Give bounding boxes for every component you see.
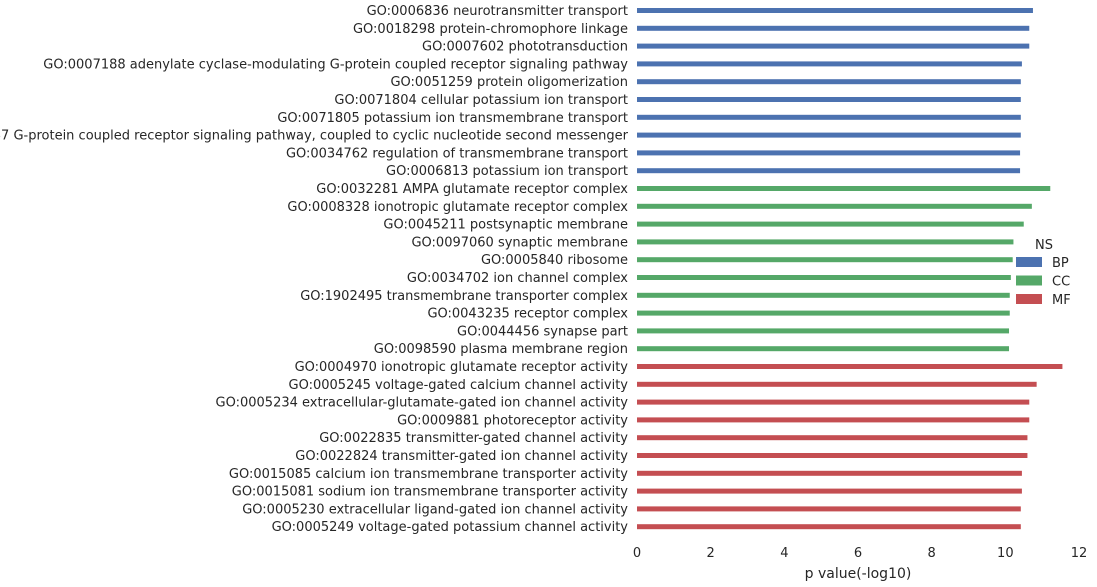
legend-swatch-mf <box>1016 294 1042 304</box>
category-label: GO:0007187 G-protein coupled receptor si… <box>0 129 629 144</box>
bar-bp-8 <box>637 150 1021 156</box>
x-axis-title: p value(-log10) <box>805 566 912 582</box>
bar-cc-6 <box>637 292 1010 298</box>
x-tick-label: 6 <box>854 546 862 561</box>
bar-mf-9 <box>637 524 1021 530</box>
category-label: GO:0005230 extracellular ligand-gated io… <box>242 502 628 517</box>
bar-mf-5 <box>637 453 1028 458</box>
bar-mf-0 <box>637 364 1063 369</box>
bar-cc-1 <box>637 203 1032 209</box>
category-label: GO:0009881 photoreceptor activity <box>397 413 628 428</box>
bar-cc-2 <box>637 221 1024 227</box>
category-label: GO:0005249 voltage-gated potassium chann… <box>272 520 629 535</box>
bar-mf-2 <box>637 399 1030 405</box>
x-tick-label: 0 <box>633 546 641 561</box>
bar-cc-7 <box>637 310 1010 316</box>
category-label: GO:0005234 extracellular-glutamate-gated… <box>216 396 629 411</box>
category-label: GO:0022835 transmitter-gated channel act… <box>319 431 628 446</box>
bar-bp-6 <box>637 114 1021 120</box>
category-label: GO:0044456 synapse part <box>457 324 628 339</box>
x-tick-label: 12 <box>1071 546 1088 561</box>
x-tick-label: 10 <box>997 546 1014 561</box>
category-label: GO:0043235 receptor complex <box>427 307 628 322</box>
category-label: GO:0018298 protein-chromophore linkage <box>353 22 628 37</box>
category-label: GO:0034702 ion channel complex <box>407 271 628 286</box>
bar-bp-3 <box>637 61 1022 67</box>
category-label: GO:0015081 sodium ion transmembrane tran… <box>232 485 628 500</box>
bar-bp-4 <box>637 79 1021 85</box>
category-label: GO:0071805 potassium ion transmembrane t… <box>277 111 628 126</box>
bar-bp-7 <box>637 132 1021 138</box>
category-label: GO:0097060 synaptic membrane <box>411 235 628 250</box>
legend-label-bp: BP <box>1052 256 1069 271</box>
category-label: GO:0045211 postsynaptic membrane <box>383 218 628 233</box>
legend-label-mf: MF <box>1052 293 1071 308</box>
bar-mf-3 <box>637 417 1030 423</box>
bar-cc-9 <box>637 346 1010 352</box>
legend-swatch-bp <box>1016 257 1042 267</box>
category-label: GO:0015085 calcium ion transmembrane tra… <box>229 467 628 482</box>
bar-mf-7 <box>637 488 1022 494</box>
category-label: GO:0007602 phototransduction <box>422 40 628 55</box>
category-label: GO:0006836 neurotransmitter transport <box>367 4 628 19</box>
category-label: GO:1902495 transmembrane transporter com… <box>300 289 628 304</box>
bar-cc-4 <box>637 257 1013 263</box>
bar-mf-6 <box>637 470 1022 476</box>
category-label: GO:0004970 ionotropic glutamate receptor… <box>295 360 629 375</box>
category-label: GO:0007188 adenylate cyclase-modulating … <box>43 57 628 72</box>
category-label: GO:0071804 cellular potassium ion transp… <box>334 93 628 108</box>
bar-bp-9 <box>637 168 1021 174</box>
legend-label-cc: CC <box>1052 275 1070 290</box>
bar-bp-0 <box>637 8 1033 13</box>
bar-cc-0 <box>637 186 1051 191</box>
x-tick-label: 2 <box>707 546 715 561</box>
category-label: GO:0008328 ionotropic glutamate receptor… <box>287 200 628 215</box>
category-label: GO:0051259 protein oligomerization <box>390 75 628 90</box>
x-axis: 0 2 4 6 8 10 12 <box>633 546 1087 561</box>
bar-cc-5 <box>637 275 1011 280</box>
bar-bp-2 <box>637 43 1030 49</box>
x-tick-label: 4 <box>780 546 788 561</box>
category-label: GO:0006813 potassium ion transport <box>386 164 628 179</box>
category-label: GO:0005245 voltage-gated calcium channel… <box>289 378 629 393</box>
category-label: GO:0034762 regulation of transmembrane t… <box>286 146 628 161</box>
category-labels-group: GO:0006836 neurotransmitter transport GO:… <box>0 4 629 535</box>
bars-group <box>637 8 1063 530</box>
bar-bp-5 <box>637 97 1021 102</box>
legend: NS BP CC MF <box>1016 238 1071 308</box>
bar-cc-3 <box>637 239 1014 245</box>
legend-swatch-cc <box>1016 275 1042 286</box>
bar-mf-1 <box>637 381 1037 387</box>
bar-mf-4 <box>637 435 1028 441</box>
bar-bp-1 <box>637 25 1030 31</box>
category-label: GO:0022824 transmitter-gated ion channel… <box>295 449 628 464</box>
legend-title: NS <box>1035 238 1053 253</box>
x-tick-label: 8 <box>928 546 936 561</box>
category-label: GO:0005840 ribosome <box>481 253 628 268</box>
category-label: GO:0098590 plasma membrane region <box>374 342 628 357</box>
category-label: GO:0032281 AMPA glutamate receptor compl… <box>316 182 628 197</box>
bar-mf-8 <box>637 506 1021 512</box>
bar-cc-8 <box>637 328 1010 334</box>
